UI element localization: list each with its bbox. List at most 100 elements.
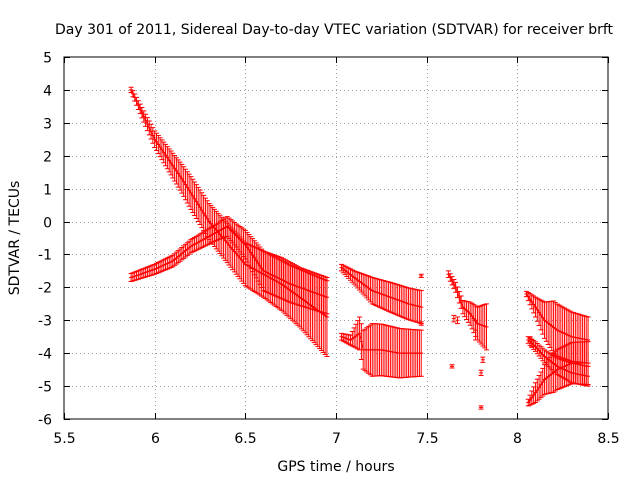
data-point: [215, 222, 221, 241]
data-point: [360, 273, 366, 295]
data-point: [344, 266, 350, 278]
data-point: [135, 100, 141, 110]
data-point: [143, 113, 149, 127]
data-point: [134, 270, 140, 281]
data-point: [266, 253, 272, 294]
axis-ticks: 5.5 6 6.5 7 7.5 8 8.5 -6 -5 -4 -3 -2 -1 0 1 2 3 4 5: [38, 51, 620, 448]
data-point: [527, 394, 533, 406]
data-point: [177, 248, 183, 262]
y-tick-label: -5: [38, 380, 52, 396]
y-tick-label: 0: [43, 216, 52, 232]
data-point: [552, 356, 558, 374]
data-point: [456, 290, 462, 304]
data-point: [190, 238, 196, 253]
y-tick-label: -4: [38, 347, 52, 363]
data-point: [540, 300, 546, 335]
data-point: [549, 354, 555, 371]
data-point: [163, 143, 169, 167]
data-point: [179, 163, 185, 194]
data-point: [542, 349, 548, 364]
data-point: [153, 132, 159, 152]
data-point: [531, 295, 537, 314]
y-tick-label: -3: [38, 314, 52, 330]
data-point: [558, 358, 564, 378]
y-tick-label: 1: [43, 183, 52, 199]
data-point: [348, 334, 354, 346]
data-point: [161, 259, 167, 271]
series-8: [525, 336, 591, 387]
data-point: [197, 233, 203, 249]
data-point: [543, 350, 549, 366]
data-point: [560, 306, 566, 359]
data-point: [288, 265, 294, 304]
y-tick-label: 4: [43, 84, 52, 100]
data-point: [128, 273, 134, 282]
data-point: [217, 221, 223, 240]
data-point: [387, 281, 393, 313]
data-point: [348, 268, 354, 281]
data-point: [404, 286, 410, 320]
data-point: [284, 263, 290, 302]
data-point: [353, 271, 359, 287]
data-point: [159, 260, 165, 272]
data-point: [554, 357, 560, 375]
data-point: [146, 120, 152, 136]
data-point: [199, 232, 205, 249]
data-point: [306, 272, 312, 309]
data-point: [139, 106, 145, 119]
x-tick-label: 6.5: [234, 431, 256, 447]
data-point: [206, 228, 212, 245]
data-point: [264, 252, 270, 293]
data-point: [173, 157, 179, 185]
data-point: [585, 341, 591, 385]
data-point: [157, 137, 163, 158]
data-point: [362, 274, 368, 297]
data-point: [366, 275, 372, 301]
data-point: [451, 279, 457, 290]
data-point: [324, 276, 330, 357]
isolated-point: [473, 319, 479, 341]
data-point: [199, 192, 205, 229]
data-point: [308, 273, 314, 310]
data-point: [221, 218, 227, 239]
data-point: [400, 285, 406, 318]
data-point: [262, 251, 268, 292]
data-point: [536, 375, 542, 400]
data-point: [480, 304, 486, 347]
data-point: [192, 181, 198, 217]
data-point: [172, 253, 178, 266]
data-point: [175, 250, 181, 264]
isolated-point: [478, 405, 484, 410]
data-point: [250, 238, 256, 273]
data-point: [152, 263, 158, 275]
data-point: [172, 154, 178, 182]
data-point: [175, 159, 181, 188]
data-point: [202, 197, 208, 235]
data-point: [244, 231, 250, 263]
x-tick-label: 7: [332, 431, 341, 447]
x-tick-label: 5.5: [53, 431, 75, 447]
data-point: [168, 150, 174, 176]
data-point: [233, 223, 239, 248]
data-point: [355, 320, 361, 350]
x-axis-label: GPS time / hours: [277, 459, 394, 475]
data-point: [309, 274, 315, 310]
data-point: [299, 269, 305, 307]
data-point: [322, 279, 328, 314]
data-point: [137, 269, 143, 280]
data-point: [188, 239, 194, 254]
data-point: [184, 171, 190, 204]
data-point: [148, 123, 154, 140]
data-point: [311, 274, 317, 311]
data-point: [402, 286, 408, 319]
data-point: [560, 359, 566, 379]
data-point: [523, 290, 529, 298]
data-point: [135, 270, 141, 280]
data-point: [181, 166, 187, 197]
x-tick-label: 8.5: [597, 431, 619, 447]
data-point: [320, 275, 326, 354]
data-point: [260, 250, 266, 292]
data-point: [259, 248, 265, 288]
data-point: [302, 271, 308, 308]
data-point: [270, 255, 276, 296]
